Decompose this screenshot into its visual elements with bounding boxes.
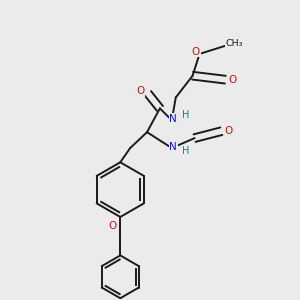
- Text: O: O: [109, 221, 117, 231]
- Text: H: H: [182, 110, 190, 120]
- Text: O: O: [192, 46, 200, 56]
- Text: N: N: [169, 114, 177, 124]
- Text: O: O: [136, 86, 145, 96]
- Text: O: O: [229, 75, 237, 85]
- Text: O: O: [225, 126, 233, 136]
- Text: CH₃: CH₃: [226, 38, 243, 47]
- Text: H: H: [182, 146, 190, 156]
- Text: N: N: [169, 142, 177, 152]
